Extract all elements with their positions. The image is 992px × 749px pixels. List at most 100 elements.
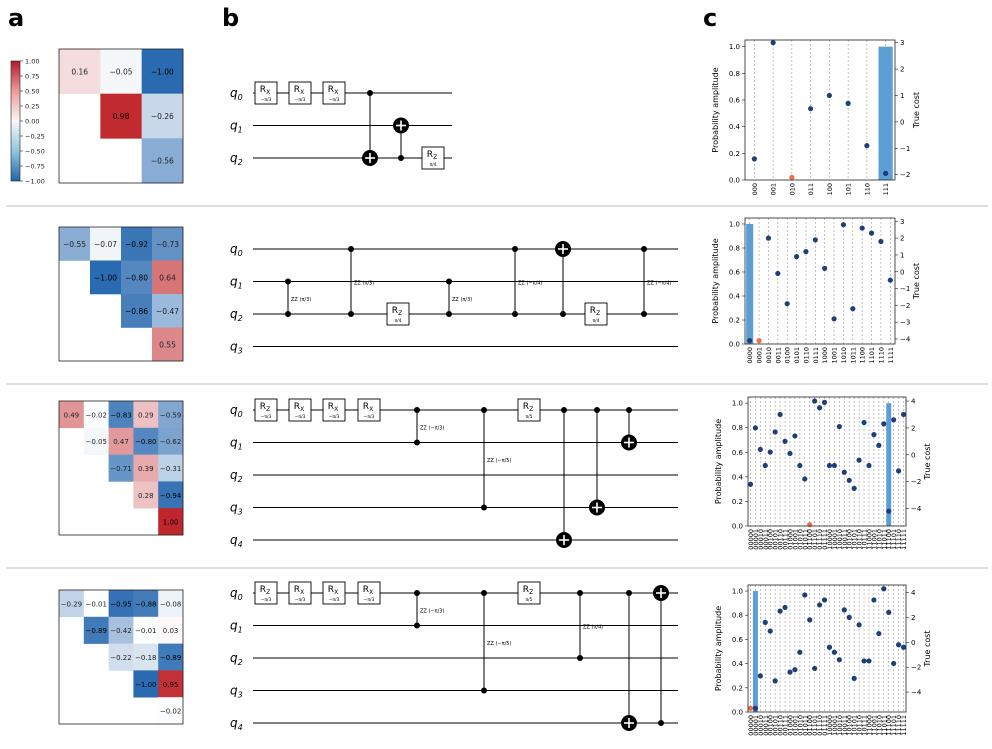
matrix-value: 0.55 <box>159 340 176 349</box>
matrix-cell <box>83 427 109 455</box>
rotation-gate <box>322 581 346 605</box>
qubit-label: q0 <box>230 586 243 602</box>
x-tick-label: 010 <box>788 183 796 195</box>
y-tick-label: 0.0 <box>729 341 740 349</box>
matrix-value: 0.39 <box>138 465 154 473</box>
zz-dot <box>285 278 291 285</box>
matrix-cell <box>133 590 159 618</box>
y2-tick-label: −4 <box>911 689 922 697</box>
y2-axis-label: True cost <box>912 92 921 129</box>
gate-symbol: RZ <box>427 150 437 161</box>
matrix-cell <box>158 401 184 429</box>
x-tick-label: 01011 <box>801 715 809 736</box>
chart-frame <box>747 584 907 713</box>
cost-point <box>792 667 798 673</box>
matrix-value: −0.42 <box>110 627 131 635</box>
gate-param: −π/3 <box>329 597 340 603</box>
matrix-value: −0.89 <box>160 654 181 662</box>
y-tick-label: 0.6 <box>729 97 741 105</box>
matrix-cell <box>83 401 109 429</box>
zz-param: ZZ (−π/4) <box>518 281 542 287</box>
zz-dot <box>577 590 583 596</box>
matrix-cell <box>133 616 159 644</box>
panel-label-a: a <box>8 4 24 32</box>
y-tick-label: 0.8 <box>732 424 743 432</box>
qubit-label: q3 <box>230 340 243 356</box>
cost-point <box>762 619 768 625</box>
cost-point <box>787 450 793 457</box>
zz-dot <box>285 311 291 317</box>
qubit-label: q0 <box>230 86 243 102</box>
matrix-value: −0.62 <box>160 438 181 446</box>
colorbar-tick-label: 0.75 <box>25 73 39 81</box>
matrix-value: 0.98 <box>113 112 130 121</box>
zz-dot <box>481 687 487 694</box>
cost-point <box>762 462 768 469</box>
matrix-value: 1.00 <box>163 519 179 527</box>
colorbar-tick-label: −0.50 <box>25 148 45 156</box>
zz-dot <box>414 407 420 413</box>
cost-point <box>797 649 803 655</box>
matrix-value: 0.16 <box>71 67 88 76</box>
zz-dot <box>446 311 452 317</box>
cost-point <box>812 398 818 404</box>
ground-state-point <box>789 174 795 180</box>
gate-symbol: RZ <box>260 402 270 413</box>
matrix-value: −0.71 <box>110 465 131 473</box>
matrix-value: −0.92 <box>125 240 148 249</box>
cost-point <box>895 468 902 474</box>
cost-point <box>881 586 887 592</box>
qubit-label: q1 <box>230 119 243 135</box>
qubit-label: q0 <box>230 403 243 419</box>
y2-tick-label: −1 <box>900 145 910 153</box>
zz-param: ZZ (π/4) <box>583 625 603 631</box>
y2-tick-label: 2 <box>900 235 904 243</box>
matrix-value: −0.83 <box>110 411 131 419</box>
gate-symbol: RX <box>328 85 338 96</box>
cost-point <box>831 649 838 655</box>
x-tick-label: 101 <box>845 183 853 195</box>
cost-point <box>876 442 882 448</box>
matrix-value: −0.31 <box>160 465 181 473</box>
matrix-cell <box>108 427 134 455</box>
cost-point <box>856 622 862 628</box>
x-tick-label: 11010 <box>875 529 883 550</box>
x-tick-label: 0101 <box>793 347 801 364</box>
control-dot <box>658 720 664 726</box>
zz-param: ZZ (π/3) <box>354 281 374 287</box>
cost-point <box>765 235 772 241</box>
cost-point <box>772 429 778 435</box>
gate-param: −π/3 <box>329 414 340 420</box>
x-tick-label: 1010 <box>840 347 848 364</box>
x-tick-label: 00100 <box>767 715 775 736</box>
y2-tick-label: 4 <box>911 589 916 597</box>
x-tick-label: 1000 <box>821 347 829 364</box>
matrix-cell <box>133 427 159 455</box>
matrix-value: −0.18 <box>135 654 156 662</box>
gate-symbol: RX <box>328 402 338 413</box>
panel-label-b: b <box>222 4 239 32</box>
cost-point <box>775 270 781 277</box>
matrix-cell <box>83 616 109 644</box>
cost-point <box>841 607 847 613</box>
x-tick-label: 0001 <box>756 347 764 364</box>
cost-point <box>859 225 865 231</box>
matrix-cell <box>100 93 142 139</box>
colorbar-tick-label: 1.00 <box>25 58 39 66</box>
rotation-gate <box>421 146 445 170</box>
gate-symbol: RZ <box>392 306 402 317</box>
cost-point <box>816 602 823 608</box>
matrix-value: 0.49 <box>64 411 80 419</box>
x-tick-label: 01000 <box>786 715 794 736</box>
cost-point <box>782 604 788 611</box>
y2-tick-label: 3 <box>900 218 904 226</box>
cost-point <box>792 433 798 439</box>
y-tick-label: 0.6 <box>732 636 744 644</box>
x-tick-label: 11011 <box>880 715 888 736</box>
x-tick-label: 110 <box>863 183 871 195</box>
probability-bar <box>886 403 892 526</box>
x-tick-label: 00101 <box>772 715 780 736</box>
matrix-cell <box>133 670 159 698</box>
cost-point <box>866 658 872 664</box>
